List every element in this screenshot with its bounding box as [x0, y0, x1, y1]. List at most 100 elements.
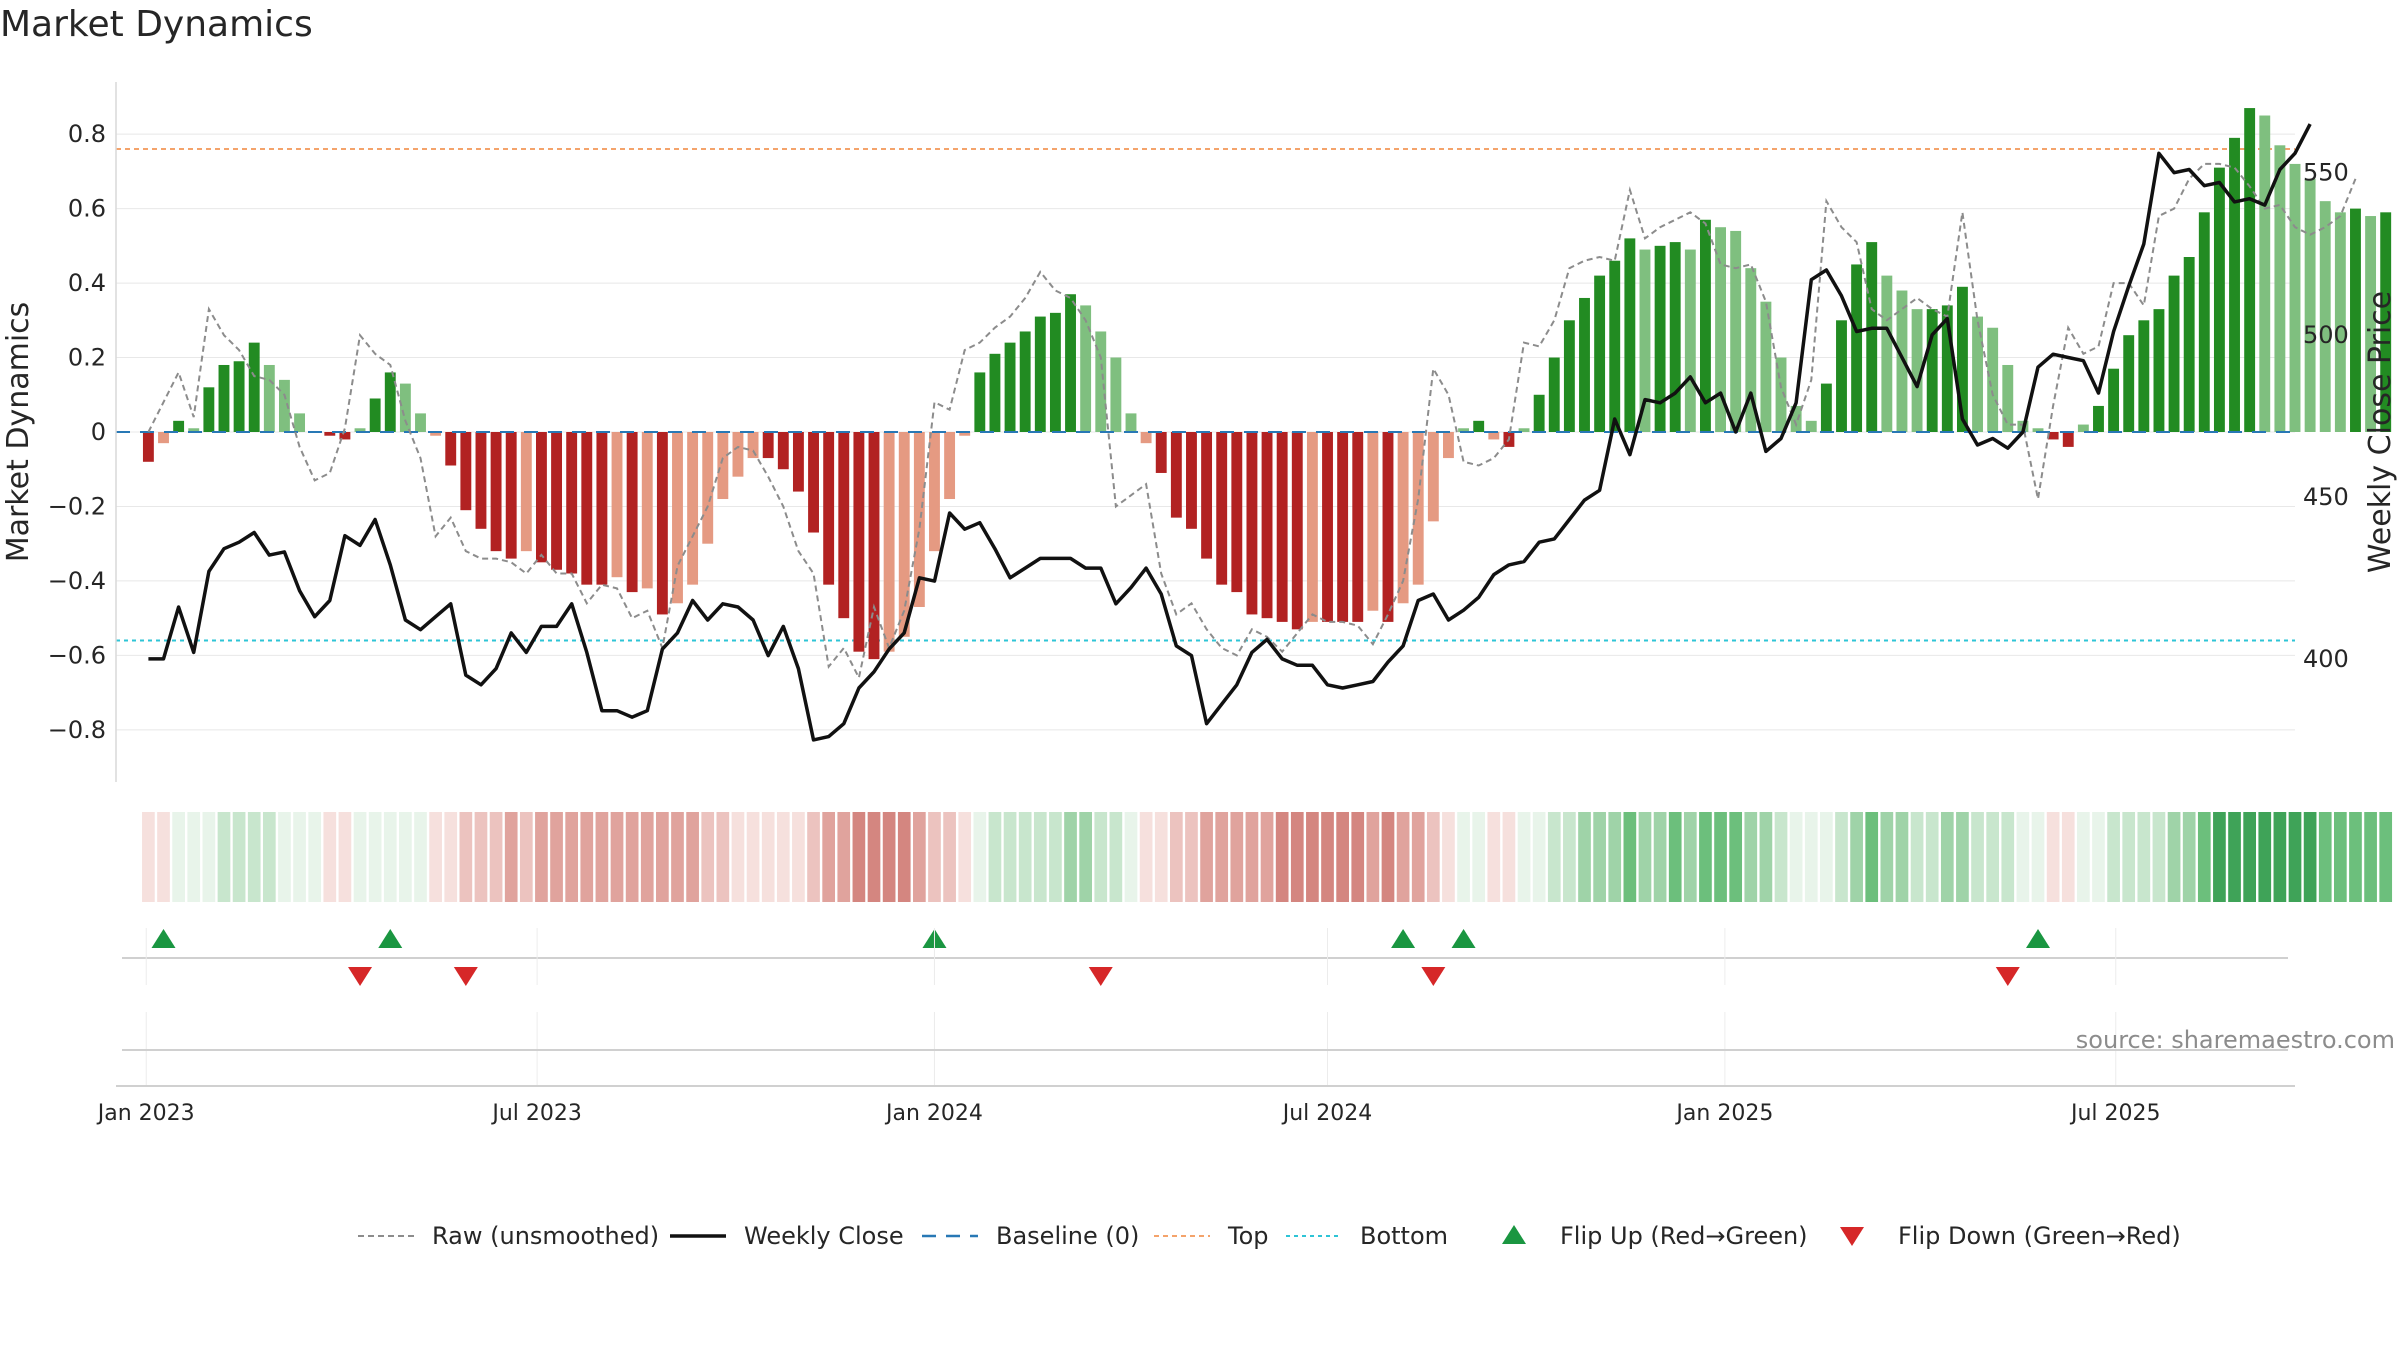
md-bar	[1322, 432, 1333, 622]
md-bar	[1019, 331, 1031, 432]
md-bar	[2244, 108, 2256, 432]
md-bar	[687, 432, 699, 585]
md-bar	[808, 432, 819, 533]
heat-cell	[1381, 812, 1395, 902]
heat-cell	[2364, 812, 2377, 902]
md-bar	[2168, 275, 2180, 432]
md-bar	[2350, 208, 2361, 432]
source-label: source: sharemaestro.com	[2076, 1026, 2395, 1054]
heat-cell	[852, 812, 866, 902]
md-bar	[354, 428, 366, 432]
heat-cell	[2273, 812, 2287, 902]
heat-cell	[867, 812, 881, 902]
md-bar	[430, 432, 442, 436]
heat-cell	[1759, 812, 1773, 902]
y2-tick-label: 450	[2303, 483, 2349, 511]
md-bar	[1004, 342, 1016, 432]
heat-cell	[1517, 812, 1531, 902]
md-bar	[1427, 432, 1439, 522]
heat-cell	[686, 812, 699, 902]
md-bar	[520, 432, 532, 552]
heat-cell	[2107, 812, 2120, 902]
heat-cell	[731, 812, 745, 902]
flip-up-marker	[1451, 929, 1476, 948]
heat-cell	[897, 812, 911, 902]
heat-cell	[580, 812, 594, 902]
heat-cell	[429, 812, 442, 902]
md-bar	[1926, 309, 1938, 432]
md-bar	[505, 432, 517, 559]
md-bar	[1276, 432, 1288, 622]
md-bar	[2319, 201, 2331, 432]
legend-label: Weekly Close	[744, 1222, 904, 1250]
md-bar	[1080, 305, 1092, 432]
heat-cell	[1744, 812, 1758, 902]
heat-cell	[278, 812, 291, 902]
heat-cell	[2334, 812, 2347, 902]
heat-cell	[746, 812, 760, 902]
heat-cell	[535, 812, 548, 902]
md-bar	[1095, 331, 1107, 432]
md-bar	[1518, 428, 1530, 432]
heat-cell	[1109, 812, 1123, 902]
legend-swatch-flip-up	[1502, 1225, 1526, 1244]
y2-tick-label: 550	[2303, 159, 2349, 187]
heat-cell	[958, 812, 972, 902]
heat-cell	[1729, 812, 1743, 902]
flip-down-marker	[1421, 967, 1446, 986]
heat-cell	[1563, 812, 1576, 902]
heat-cell	[625, 812, 639, 902]
heat-cell	[1578, 812, 1591, 902]
md-bar	[460, 432, 472, 511]
heat-cell	[1064, 812, 1077, 902]
heat-cell	[2077, 812, 2090, 902]
legend-label: Flip Up (Red→Green)	[1560, 1222, 1808, 1250]
y-tick-label: 0	[91, 418, 106, 446]
heat-cell	[1321, 812, 1334, 902]
md-bar	[2274, 145, 2286, 433]
md-bar	[1049, 312, 1061, 432]
close-line-group	[148, 123, 2312, 742]
chart-title: Market Dynamics	[0, 4, 313, 45]
heat-cell	[1940, 812, 1954, 902]
heat-cell	[1185, 812, 1198, 902]
md-bar	[792, 432, 804, 492]
flip-down-marker	[1088, 967, 1113, 986]
md-bar	[732, 432, 744, 477]
heat-cell	[1699, 812, 1712, 902]
heat-cell	[293, 812, 306, 902]
heat-cell	[1593, 812, 1606, 902]
heat-cell	[1336, 812, 1349, 902]
md-bar	[1730, 230, 1742, 432]
x-tick-label: Jan 2025	[1674, 1101, 1773, 1126]
x-tick-label: Jul 2024	[1281, 1101, 1373, 1126]
y2-axis-title: Weekly Close Price	[2363, 291, 2398, 573]
y-axis-title: Market Dynamics	[1, 302, 36, 563]
heat-cell	[1638, 812, 1652, 902]
heat-cell	[217, 812, 231, 902]
x-tick-label: Jan 2024	[884, 1101, 983, 1126]
heat-cell	[550, 812, 563, 902]
md-bar	[1170, 432, 1182, 518]
md-bar	[535, 432, 547, 563]
heat-cell	[1290, 812, 1304, 902]
md-bar	[490, 432, 502, 552]
md-bar	[551, 432, 562, 570]
heat-cell	[232, 812, 246, 902]
legend: Raw (unsmoothed) Weekly Close Baseline (0)…	[358, 1222, 2181, 1250]
heat-cell	[1154, 812, 1168, 902]
md-bar	[158, 432, 169, 444]
heat-cell	[2167, 812, 2181, 902]
md-bar	[944, 432, 956, 500]
heat-cell	[2379, 812, 2393, 902]
md-bar	[1805, 420, 1817, 432]
heat-cell	[1820, 812, 1833, 902]
x-tick-label: Jul 2025	[2069, 1101, 2161, 1126]
heat-cell	[807, 812, 820, 902]
heat-cell	[2092, 812, 2105, 902]
md-bar	[2062, 432, 2074, 447]
md-bar	[1956, 286, 1968, 432]
heat-cell	[262, 812, 276, 902]
md-bar	[2138, 320, 2150, 432]
md-bar	[1851, 264, 1863, 432]
